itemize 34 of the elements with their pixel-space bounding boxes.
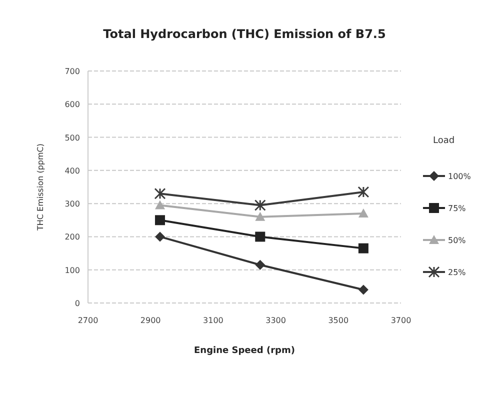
legend-label: 100% [448, 172, 472, 181]
y-tick-label: 700 [64, 67, 80, 76]
y-tick-label: 400 [64, 166, 80, 176]
chart-title: Total Hydrocarbon (THC) Emission of B7.5 [103, 27, 386, 41]
point [255, 232, 266, 242]
point [254, 199, 266, 211]
point [255, 212, 266, 221]
point [154, 188, 166, 200]
point [358, 208, 368, 218]
point [358, 284, 368, 295]
y-axis-title: THC Emission (ppmC) [36, 144, 45, 232]
x-tick-label: 3700 [390, 316, 412, 325]
y-tick-label: 0 [74, 299, 80, 308]
x-tick-label: 3300 [266, 316, 286, 325]
legend-title: Load [433, 136, 455, 146]
legend-label: 25% [448, 268, 466, 277]
x-axis-title: Engine Speed (rpm) [194, 346, 295, 356]
y-tick-label: 100 [64, 266, 80, 275]
x-tick-label: 3100 [203, 316, 224, 325]
point [154, 232, 165, 242]
y-tick-label: 200 [64, 232, 80, 242]
x-tick-label: 2700 [78, 316, 98, 325]
y-tick-label: 600 [64, 100, 80, 110]
legend-label: 50% [448, 236, 466, 245]
point [154, 215, 165, 226]
y-tick-label: 500 [64, 133, 80, 142]
x-tick-label: 3500 [328, 316, 349, 325]
point [154, 200, 165, 210]
y-tick-label: 300 [64, 200, 80, 209]
legend-label: 75% [448, 204, 466, 213]
point [255, 260, 266, 270]
x-tick-label: 2900 [140, 316, 161, 325]
point [358, 243, 368, 254]
point [358, 186, 370, 198]
